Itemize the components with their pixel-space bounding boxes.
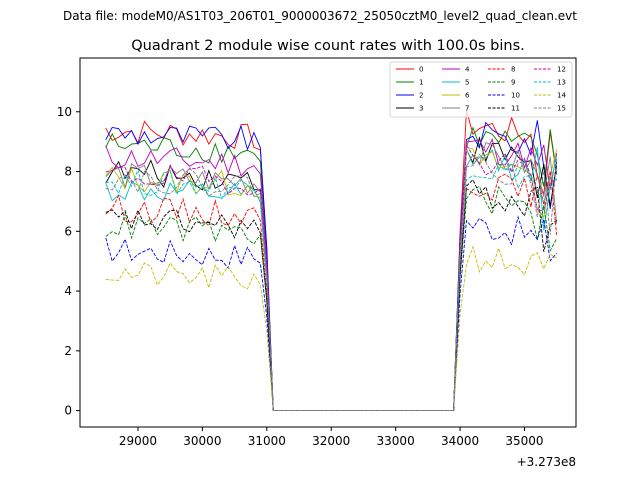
series-line-8 [105,170,558,412]
legend-label: 5 [465,79,469,87]
x-tick-label: 31000 [248,434,286,448]
series-line-11 [105,178,557,412]
x-axis: 29000 30000 31000 32000 33000 34000 35000 [119,427,544,448]
series-line-5 [105,147,558,412]
y-tick-label: 4 [64,284,72,298]
axes-frame [79,57,577,428]
legend-label: 11 [511,105,520,113]
legend-label: 12 [557,66,566,74]
x-offset-label: +3.273e8 [517,455,576,469]
series-line-0 [105,110,558,412]
plot-area: 29000 30000 31000 32000 33000 34000 35000 0 2 4 6… [57,57,577,469]
y-tick-label: 10 [57,105,72,119]
y-tick-label: 0 [64,404,72,418]
chart-title: Quadrant 2 module wise count rates with … [131,38,525,54]
series-line-2 [105,120,558,412]
legend-label: 2 [419,92,423,100]
legend-label: 3 [419,105,423,113]
series-line-12 [105,144,557,412]
legend-label: 1 [419,79,423,87]
y-tick-label: 6 [64,224,72,238]
series-line-14 [105,245,557,412]
legend-frame [389,61,573,118]
y-tick-label: 8 [64,165,72,179]
legend-label: 15 [557,105,566,113]
legend-label: 4 [465,66,470,74]
x-tick-label: 33000 [377,434,415,448]
series-line-15 [105,153,558,412]
legend-label: 14 [557,92,566,100]
figure-suptitle: Data file: modeM0/AS1T03_206T01_90000036… [63,9,577,23]
series-line-9 [105,185,558,412]
legend-label: 6 [465,92,470,100]
legend-label: 13 [557,79,566,87]
series-line-6 [105,146,558,412]
x-tick-label: 34000 [441,434,479,448]
legend-label: 0 [419,66,423,74]
series-line-13 [105,162,557,412]
legend-label: 7 [465,105,469,113]
series-line-10 [105,215,558,412]
x-tick-label: 32000 [312,434,350,448]
series-layer [105,110,558,412]
legend-label: 8 [511,66,515,74]
y-tick-label: 2 [64,344,72,358]
legend-label: 10 [511,92,520,100]
x-tick-label: 35000 [505,434,543,448]
legend-label: 9 [511,79,515,87]
y-axis: 0 2 4 6 8 10 [57,105,80,418]
x-tick-label: 30000 [183,434,221,448]
x-tick-label: 29000 [119,434,157,448]
series-line-3 [105,136,558,412]
